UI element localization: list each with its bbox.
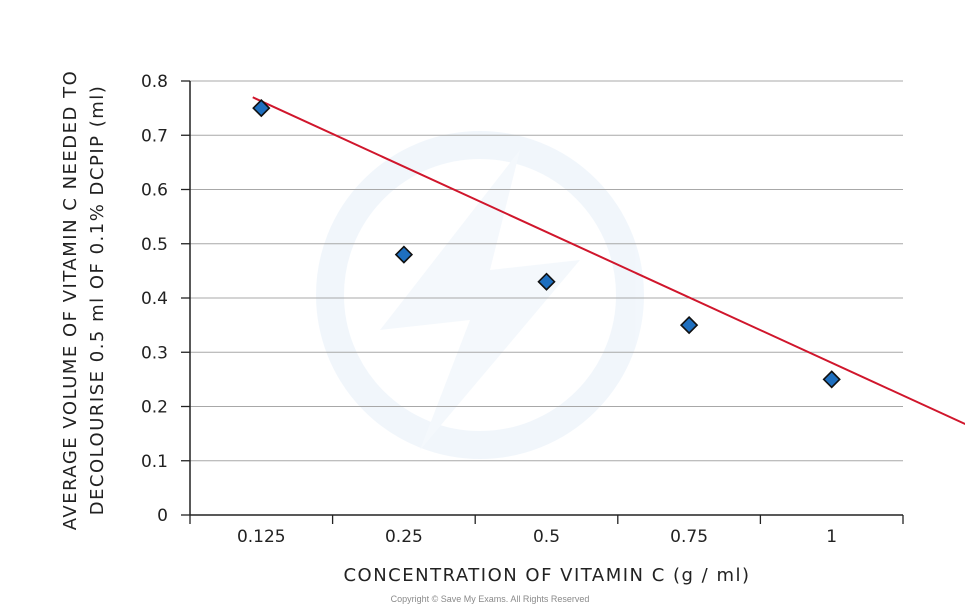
trendline-group	[252, 96, 965, 426]
data-point	[679, 315, 699, 335]
y-tick-label: 0.1	[141, 452, 168, 472]
y-tick-label: 0.2	[141, 398, 168, 418]
y-tick-label: 0.7	[141, 126, 168, 146]
x-tick-label: 0.125	[237, 527, 286, 547]
y-axis-title-line2: DECOLOURISE 0.5 ml OF 0.1% DCPIP (ml)	[87, 85, 108, 516]
trendline	[252, 96, 965, 426]
y-tick-label: 0.6	[141, 181, 168, 201]
data-points	[252, 98, 841, 389]
y-tick-label: 0.8	[141, 72, 168, 92]
grid	[190, 80, 903, 462]
y-tick-label: 0.5	[141, 235, 168, 255]
y-axis-title-line1: AVERAGE VOLUME OF VITAMIN C NEEDED TO	[60, 70, 81, 531]
y-axis-ticks: 0 0.1 0.2 0.3 0.4 0.5 0.6 0.7 0.8	[141, 72, 190, 526]
data-point	[252, 98, 271, 118]
data-point	[822, 370, 841, 389]
watermark-logo	[316, 131, 644, 459]
x-axis-title: CONCENTRATION OF VITAMIN C (g / ml)	[343, 565, 750, 586]
y-tick-label: 0.4	[141, 289, 168, 309]
x-axis-ticks: 0.125 0.25 0.5 0.75 1	[189, 515, 904, 547]
x-tick-label: 0.5	[533, 527, 560, 547]
x-tick-label: 0.25	[385, 527, 423, 547]
x-tick-label: 0.75	[670, 527, 708, 547]
data-point	[537, 272, 556, 291]
data-point	[394, 245, 414, 264]
y-tick-label: 0.3	[141, 343, 168, 363]
y-tick-label: 0	[157, 506, 168, 526]
x-tick-label: 1	[826, 527, 837, 547]
copyright-text: Copyright © Save My Exams. All Rights Re…	[391, 594, 590, 604]
